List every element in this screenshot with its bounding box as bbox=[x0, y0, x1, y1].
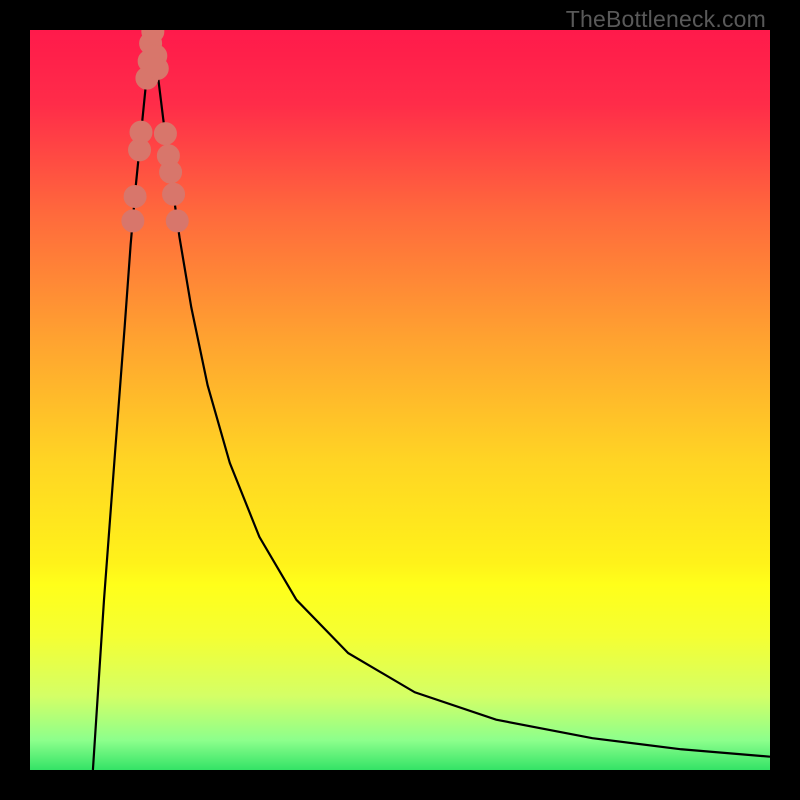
data-marker bbox=[124, 186, 146, 208]
chart-frame: TheBottleneck.com bbox=[0, 0, 800, 800]
bottleneck-curve bbox=[30, 30, 770, 770]
data-marker bbox=[154, 123, 176, 145]
data-marker bbox=[146, 57, 168, 79]
data-marker bbox=[163, 183, 185, 205]
data-marker bbox=[160, 161, 182, 183]
watermark-text: TheBottleneck.com bbox=[566, 6, 766, 33]
data-marker bbox=[122, 210, 144, 232]
plot-area bbox=[30, 30, 770, 770]
data-marker bbox=[166, 210, 188, 232]
data-marker bbox=[130, 121, 152, 143]
curve-right-branch bbox=[152, 30, 770, 757]
